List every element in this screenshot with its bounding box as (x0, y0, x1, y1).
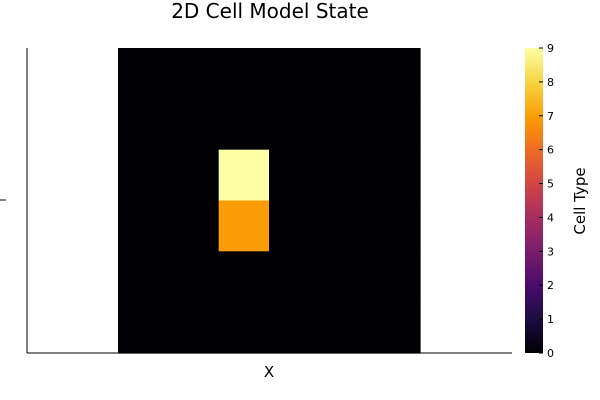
heatmap-cell (218, 149, 270, 202)
heatmap-cell (218, 302, 270, 354)
heatmap-cell (218, 48, 270, 100)
heatmap-cell (118, 98, 169, 151)
colorbar-tick-label: 2 (547, 279, 554, 292)
heatmap-cell (319, 98, 371, 151)
heatmap-cell (118, 251, 169, 303)
chart-title: 2D Cell Model State (171, 0, 369, 23)
heatmap-cell (118, 200, 169, 252)
heatmap-cell (218, 251, 270, 303)
colorbar-tick-label: 1 (547, 313, 554, 326)
heatmap-cell (218, 98, 270, 151)
heatmap-cell (168, 98, 220, 151)
heatmap-cells (118, 48, 421, 354)
colorbar (525, 48, 543, 353)
heatmap-cell (319, 200, 371, 252)
heatmap-cell (118, 149, 169, 202)
colorbar-ticks: 0 1 2 3 4 5 6 7 8 9 (539, 42, 554, 360)
heatmap-cell (269, 48, 320, 100)
heatmap-cell (319, 251, 371, 303)
colorbar-tick-label: 8 (547, 76, 554, 89)
heatmap-cell (369, 251, 421, 303)
colorbar-tick-label: 5 (547, 178, 554, 191)
heatmap-cell (269, 251, 320, 303)
heatmap-cell (319, 48, 371, 100)
heatmap-cell (369, 302, 421, 354)
heatmap-cell (319, 149, 371, 202)
heatmap-cell (269, 302, 320, 354)
colorbar-label: Cell Type (571, 167, 589, 234)
colorbar-tick-label: 6 (547, 144, 554, 157)
heatmap-cell (168, 302, 220, 354)
heatmap-cell (168, 251, 220, 303)
colorbar-tick-label: 4 (547, 211, 554, 224)
heatmap-cell (369, 149, 421, 202)
colorbar-tick-label: 3 (547, 245, 554, 258)
heatmap-cell (369, 48, 421, 100)
heatmap-cell (168, 149, 220, 202)
colorbar-tick-label: 7 (547, 110, 554, 123)
heatmap-cell (168, 200, 220, 252)
heatmap-cell (269, 200, 320, 252)
heatmap-cell (269, 149, 320, 202)
heatmap-cell (118, 302, 169, 354)
heatmap-cell (118, 48, 169, 100)
heatmap-cell (269, 98, 320, 151)
heatmap-cell (369, 200, 421, 252)
colorbar-tick-label: 9 (547, 42, 554, 55)
heatmap-cell (319, 302, 371, 354)
heatmap-cell (369, 98, 421, 151)
x-axis-label: X (264, 363, 274, 381)
colorbar-tick-label: 0 (547, 347, 554, 360)
heatmap-cell (218, 200, 270, 252)
heatmap-cell (168, 48, 220, 100)
